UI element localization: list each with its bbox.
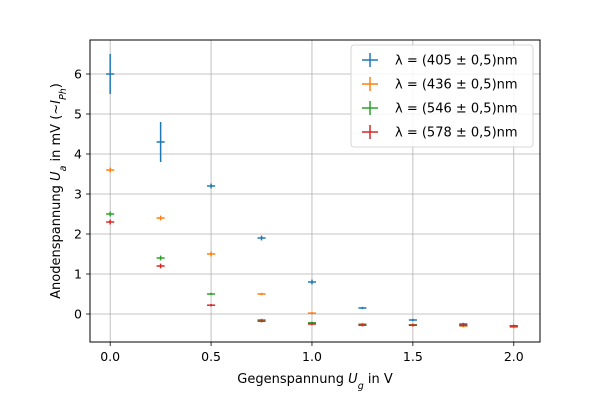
legend-label: λ = (405 ± 0,5)nm (395, 54, 518, 69)
data-point (156, 215, 165, 221)
y-tick-label: 3 (74, 187, 82, 202)
data-point (207, 292, 216, 296)
legend: λ = (405 ± 0,5)nm λ = (436 ± 0,5)nm λ = (5… (350, 44, 534, 148)
data-point (156, 263, 165, 269)
data-point (207, 304, 216, 307)
legend-entry: λ = (546 ± 0,5)nm (362, 101, 518, 117)
data-point (307, 322, 317, 326)
axis-labels: Gegenspannung Ug in V Anodenspannung Ua i… (49, 83, 393, 391)
y-tick-label: 4 (74, 147, 82, 162)
data-point (408, 324, 417, 327)
data-point (106, 219, 115, 225)
legend-entry: λ = (405 ± 0,5)nm (362, 53, 518, 69)
series-4 (106, 219, 518, 328)
x-tick-label: 1.0 (302, 349, 322, 364)
y-tick-label: 0 (74, 307, 82, 322)
data-point (207, 183, 216, 189)
axis-ticks: 0.0 0.5 1.0 1.5 2.0 0 1 2 3 4 5 6 (74, 67, 524, 365)
legend-label: λ = (546 ± 0,5)nm (395, 102, 518, 117)
legend-entry: λ = (436 ± 0,5)nm (362, 77, 518, 93)
y-tick-label: 2 (74, 227, 82, 242)
x-axis-label: Gegenspannung Ug in V (237, 372, 393, 392)
x-tick-label: 2.0 (504, 349, 524, 364)
data-point (207, 251, 216, 257)
data-point (509, 324, 518, 328)
y-tick-label: 5 (74, 107, 82, 122)
legend-entry: λ = (578 ± 0,5)nm (362, 125, 518, 141)
data-point (156, 255, 165, 261)
data-point (106, 54, 115, 94)
data-point (257, 320, 266, 323)
legend-label: λ = (578 ± 0,5)nm (395, 126, 518, 141)
y-axis-label: Anodenspannung Ua in mV (~IPh) (49, 83, 69, 299)
y-tick-label: 1 (74, 267, 82, 282)
grid-lines (90, 40, 540, 342)
data-point (358, 324, 367, 327)
x-tick-label: 0.0 (100, 349, 120, 364)
data-point (307, 312, 317, 315)
data-point (408, 318, 417, 322)
data-point (257, 235, 266, 241)
data-point (459, 324, 468, 327)
series-1 (106, 54, 518, 328)
data-point (307, 279, 317, 285)
data-point (257, 292, 266, 296)
plot-frame (89, 39, 541, 343)
legend-label: λ = (436 ± 0,5)nm (395, 78, 518, 93)
legend-box (350, 44, 534, 148)
data-point (106, 211, 115, 217)
x-tick-label: 1.5 (403, 349, 423, 364)
data-points (106, 54, 518, 329)
data-point (106, 167, 115, 173)
x-tick-label: 0.5 (201, 349, 221, 364)
data-point (358, 306, 367, 310)
y-tick-label: 6 (74, 67, 82, 82)
data-point (156, 122, 165, 162)
